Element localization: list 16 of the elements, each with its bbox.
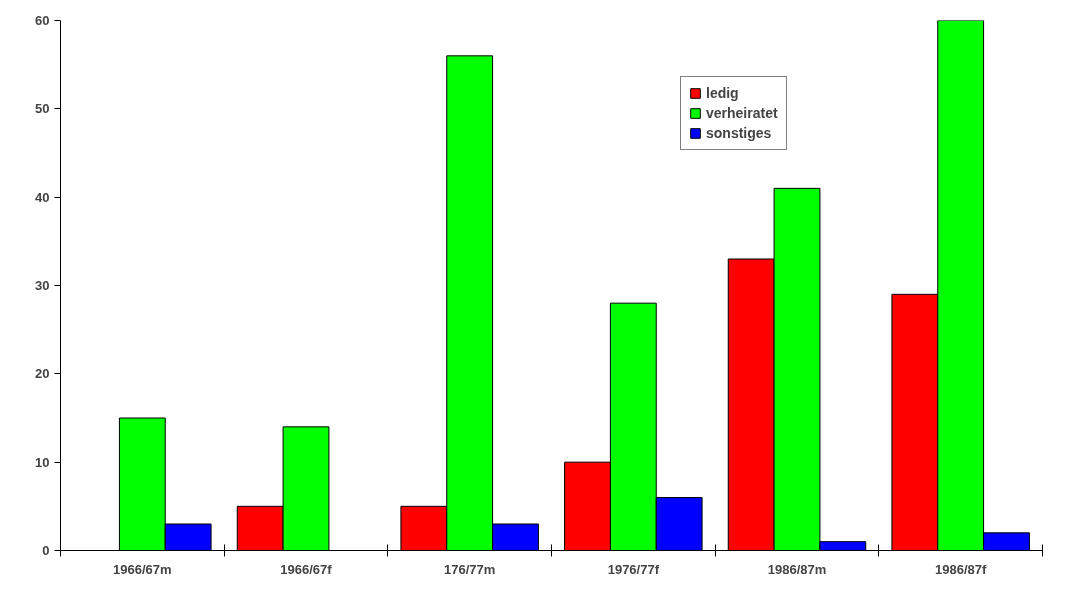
x-tick-label: 1966/67f bbox=[280, 561, 333, 577]
x-tick-label: 176/77m bbox=[444, 561, 496, 577]
x-tick-label: 1986/87f bbox=[935, 561, 987, 577]
y-tick-label: 50 bbox=[35, 101, 50, 117]
x-tick-label: 1976/77f bbox=[607, 561, 660, 577]
legend-label: verheiratet bbox=[706, 105, 778, 121]
y-tick-label: 60 bbox=[35, 13, 50, 28]
x-tick-label: 1986/87m bbox=[767, 561, 827, 577]
y-tick-label: 10 bbox=[35, 454, 50, 470]
y-tick-label: 0 bbox=[42, 543, 50, 558]
y-tick-label: 30 bbox=[35, 278, 50, 293]
legend-label: ledig bbox=[706, 85, 739, 101]
y-tick-label: 20 bbox=[35, 366, 50, 382]
y-tick-label: 40 bbox=[35, 189, 50, 205]
legend-label: sonstiges bbox=[706, 125, 772, 141]
x-tick-label: 1966/67m bbox=[113, 561, 172, 577]
